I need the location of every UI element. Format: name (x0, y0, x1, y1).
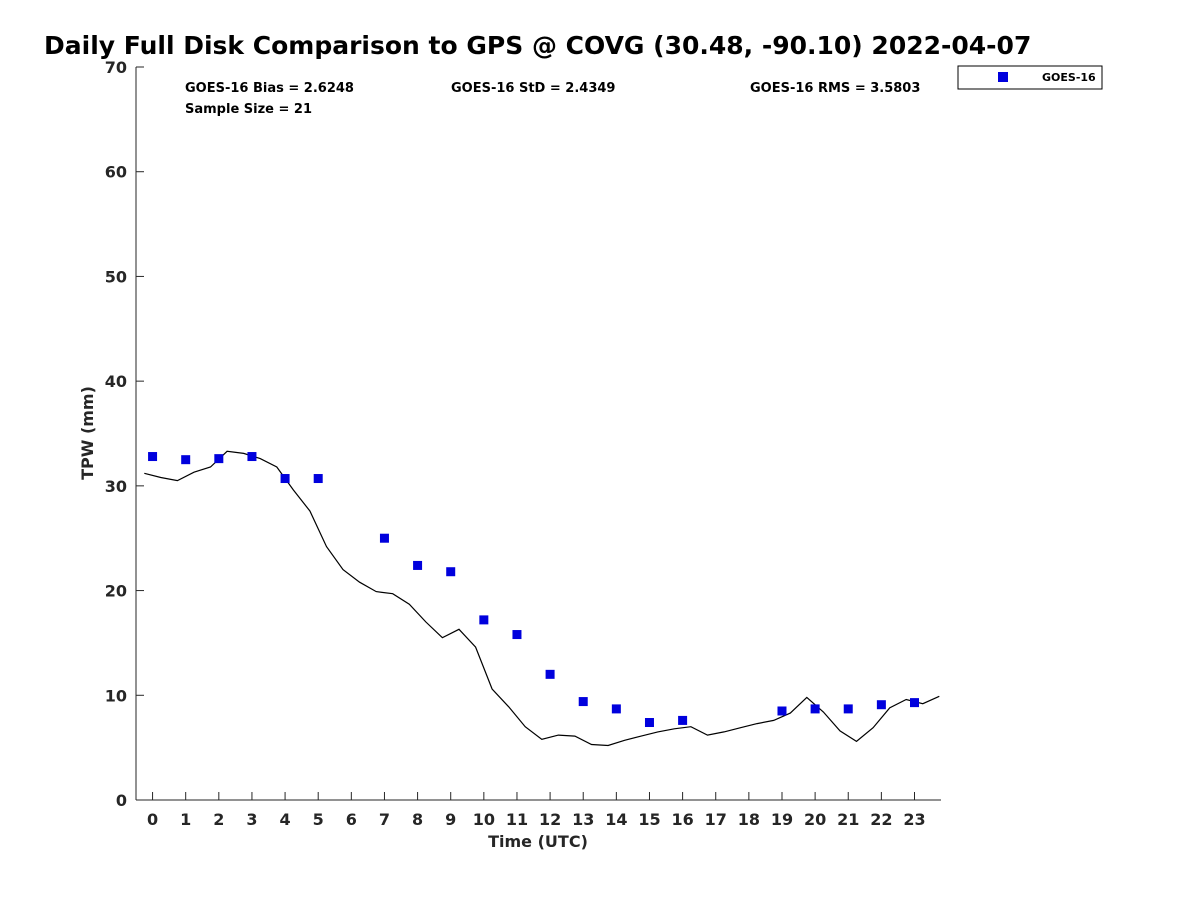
x-tick-label: 11 (506, 810, 528, 829)
x-tick-label: 7 (379, 810, 390, 829)
legend-marker (998, 72, 1008, 82)
y-tick-label: 50 (105, 267, 127, 286)
x-tick-label: 6 (346, 810, 357, 829)
stat-rms: GOES-16 RMS = 3.5803 (750, 81, 920, 96)
x-tick-label: 23 (903, 810, 925, 829)
x-tick-label: 12 (539, 810, 561, 829)
chart-title: Daily Full Disk Comparison to GPS @ COVG… (44, 31, 1031, 60)
goes16-point (379, 533, 389, 543)
legend: GOES-16 (957, 65, 1103, 90)
y-tick-label: 30 (105, 477, 127, 496)
x-tick-label: 4 (280, 810, 291, 829)
goes16-point (810, 704, 820, 714)
y-tick-label: 40 (105, 372, 127, 391)
goes16-point (313, 474, 323, 484)
goes16-point (247, 452, 257, 462)
goes16-point (611, 704, 621, 714)
stat-sample-size: Sample Size = 21 (185, 102, 312, 117)
x-tick-label: 9 (445, 810, 456, 829)
goes16-point (545, 669, 555, 679)
x-tick-label: 5 (313, 810, 324, 829)
x-tick-label: 15 (638, 810, 660, 829)
x-tick-label: 2 (213, 810, 224, 829)
gps-line (144, 450, 940, 747)
x-tick-label: 16 (671, 810, 693, 829)
x-tick-label: 8 (412, 810, 423, 829)
x-tick-label: 20 (804, 810, 826, 829)
x-tick-label: 10 (473, 810, 495, 829)
axes (135, 67, 941, 801)
stat-std: GOES-16 StD = 2.4349 (451, 81, 615, 96)
goes16-point (479, 615, 489, 625)
legend-box (957, 65, 1103, 90)
x-tick-label: 14 (605, 810, 627, 829)
goes16-points (148, 452, 919, 728)
y-tick-label: 0 (116, 791, 127, 810)
legend-label: GOES-16 (1042, 71, 1096, 84)
x-tick-label: 0 (147, 810, 158, 829)
x-tick-label: 17 (705, 810, 727, 829)
x-tick-label: 18 (738, 810, 760, 829)
goes16-point (280, 474, 290, 484)
goes16-point (446, 567, 456, 577)
x-tick-label: 19 (771, 810, 793, 829)
goes16-point (578, 697, 588, 707)
x-tick-label: 3 (246, 810, 257, 829)
x-tick-label: 22 (870, 810, 892, 829)
goes16-point (876, 700, 886, 710)
y-tick-label: 70 (105, 58, 127, 77)
y-ticks: 0 10 20 30 40 50 60 70 (105, 58, 144, 810)
goes16-point (181, 455, 191, 465)
goes16-point (909, 698, 919, 708)
stat-bias: GOES-16 Bias = 2.6248 (185, 81, 354, 96)
goes16-point (644, 718, 654, 728)
goes16-point (148, 452, 158, 462)
goes16-point (843, 704, 853, 714)
y-axis-label: TPW (mm) (78, 386, 97, 480)
goes16-point (777, 706, 787, 716)
x-ticks: 0 1 2 3 4 5 6 7 8 9 10 11 12 13 14 15 16 17 18 19 20 21 22 23 (147, 792, 926, 829)
goes16-point (512, 630, 522, 640)
x-axis-label: Time (UTC) (488, 832, 588, 851)
y-tick-label: 20 (105, 582, 127, 601)
goes16-point (214, 454, 224, 464)
y-tick-label: 60 (105, 163, 127, 182)
goes16-point (678, 715, 688, 725)
x-tick-label: 1 (180, 810, 191, 829)
x-tick-label: 21 (837, 810, 859, 829)
x-tick-label: 13 (572, 810, 594, 829)
goes16-point (413, 560, 423, 570)
gps-line-series (144, 450, 940, 747)
y-tick-label: 10 (105, 686, 127, 705)
